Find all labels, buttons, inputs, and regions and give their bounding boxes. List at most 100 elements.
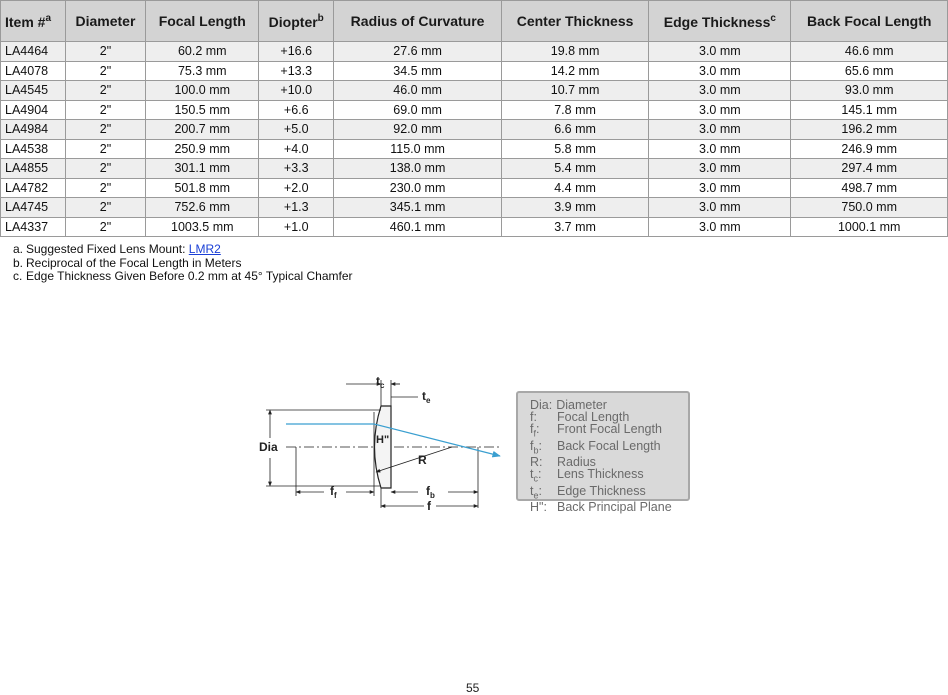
- table-cell: 750.0 mm: [790, 197, 948, 218]
- table-cell: 3.7 mm: [500, 216, 650, 237]
- table-cell: 498.7 mm: [790, 177, 948, 198]
- lmr2-link[interactable]: LMR2: [188, 242, 221, 256]
- legend-item: H": Back Principal Plane: [530, 501, 688, 514]
- table-cell: 3.0 mm: [648, 158, 792, 179]
- table-cell: 5.8 mm: [500, 138, 650, 159]
- table-row: LA4782 2" 501.8 mm +2.0 230.0 mm 4.4 mm 3.0 mm…: [0, 177, 948, 198]
- tc-label: t: [376, 374, 380, 388]
- footnote-b: b. Reciprocal of the Focal Length in Mete…: [13, 255, 242, 270]
- table-cell: LA4337: [0, 216, 66, 237]
- legend-key: f:: [530, 410, 537, 424]
- table-cell: 69.0 mm: [333, 99, 502, 120]
- table-cell: 250.9 mm: [145, 138, 260, 159]
- table-cell: +4.0: [258, 138, 335, 159]
- header-center-thickness: Center Thickness: [500, 0, 650, 42]
- table-cell: 3.0 mm: [648, 99, 792, 120]
- table-cell: LA4464: [0, 41, 66, 62]
- table-cell: 3.0 mm: [648, 216, 792, 237]
- table-cell: 752.6 mm: [145, 197, 260, 218]
- table-cell: 46.0 mm: [333, 80, 502, 101]
- table-row: LA4337 2" 1003.5 mm +1.0 460.1 mm 3.7 mm 3.0 m…: [0, 216, 948, 237]
- table-cell: LA4745: [0, 197, 66, 218]
- legend-key: ff:: [530, 422, 540, 439]
- f-label: f: [427, 499, 432, 513]
- table-cell: 4.4 mm: [500, 177, 650, 198]
- table-cell: 75.3 mm: [145, 60, 260, 81]
- r-label: R: [418, 453, 427, 467]
- table-cell: 200.7 mm: [145, 119, 260, 140]
- lens-diagram: tc te Dia H" R ff fb f: [259, 374, 502, 513]
- table-row: LA4464 2" 60.2 mm +16.6 27.6 mm 19.8 mm 3.0 mm…: [0, 41, 948, 62]
- footnote-a: a. Suggested Fixed Lens Mount: LMR2: [13, 242, 221, 256]
- table-cell: 301.1 mm: [145, 158, 260, 179]
- legend-text: Radius: [557, 455, 596, 469]
- table-cell: 297.4 mm: [790, 158, 948, 179]
- table-cell: LA4855: [0, 158, 66, 179]
- svg-text:fb: fb: [426, 484, 435, 500]
- table-cell: LA4904: [0, 99, 66, 120]
- table-row: LA4538 2" 250.9 mm +4.0 115.0 mm 5.8 mm 3.0 mm…: [0, 138, 948, 159]
- table-cell: 27.6 mm: [333, 41, 502, 62]
- legend-key: Dia:: [530, 398, 553, 412]
- legend-item: R: Radius: [530, 455, 688, 469]
- table-cell: 2": [64, 41, 147, 62]
- legend-text: Diameter: [556, 398, 607, 412]
- table-cell: 6.6 mm: [500, 119, 650, 140]
- table-cell: 2": [64, 99, 147, 120]
- legend-item: tc: Lens Thickness: [530, 468, 688, 485]
- table-cell: 14.2 mm: [500, 60, 650, 81]
- table-cell: +10.0: [258, 80, 335, 101]
- table-cell: 196.2 mm: [790, 119, 948, 140]
- table-cell: 93.0 mm: [790, 80, 948, 101]
- table-cell: 2": [64, 177, 147, 198]
- table-cell: +3.3: [258, 158, 335, 179]
- table-cell: 92.0 mm: [333, 119, 502, 140]
- table-cell: +1.0: [258, 216, 335, 237]
- footnotes: a. Suggested Fixed Lens Mount: LMR2 b. Rec…: [13, 242, 353, 284]
- fb-label: f: [426, 484, 431, 498]
- table-cell: 2": [64, 60, 147, 81]
- table-row: LA4984 2" 200.7 mm +5.0 92.0 mm 6.6 mm 3.0 mm 1…: [0, 119, 948, 140]
- table-cell: 5.4 mm: [500, 158, 650, 179]
- legend-item: fb: Back Focal Length: [530, 438, 688, 457]
- table-row: LA4745 2" 752.6 mm +1.3 345.1 mm 3.9 mm 3.0 mm…: [0, 197, 948, 218]
- table-cell: LA4782: [0, 177, 66, 198]
- table-cell: 60.2 mm: [145, 41, 260, 62]
- table-cell: 34.5 mm: [333, 60, 502, 81]
- table-cell: 3.0 mm: [648, 60, 792, 81]
- table-row: LA4078 2" 75.3 mm +13.3 34.5 mm 14.2 mm 3.0 mm…: [0, 60, 948, 81]
- page-number: 55: [466, 681, 480, 695]
- table-cell: LA4078: [0, 60, 66, 81]
- ff-label: f: [330, 484, 335, 498]
- te-label: t: [422, 389, 426, 403]
- table-cell: 2": [64, 80, 147, 101]
- table-cell: 3.9 mm: [500, 197, 650, 218]
- table-cell: 3.0 mm: [648, 177, 792, 198]
- legend-item: ff: Front Focal Length: [530, 423, 688, 440]
- table-cell: 460.1 mm: [333, 216, 502, 237]
- table-cell: LA4538: [0, 138, 66, 159]
- legend-key: fb:: [530, 438, 542, 455]
- table-cell: 246.9 mm: [790, 138, 948, 159]
- table-cell: 345.1 mm: [333, 197, 502, 218]
- legend-text: Focal Length: [557, 410, 630, 424]
- light-ray: [286, 423, 501, 458]
- table-cell: 501.8 mm: [145, 177, 260, 198]
- table-row: LA4545 2" 100.0 mm +10.0 46.0 mm 10.7 mm 3.0 m…: [0, 80, 948, 101]
- table-cell: 65.6 mm: [790, 60, 948, 81]
- table-cell: LA4545: [0, 80, 66, 101]
- table-cell: +6.6: [258, 99, 335, 120]
- svg-text:tc: tc: [376, 374, 385, 390]
- table-cell: +16.6: [258, 41, 335, 62]
- table-cell: 3.0 mm: [648, 138, 792, 159]
- table-cell: 2": [64, 119, 147, 140]
- legend-item: Dia: Diameter: [530, 398, 688, 412]
- header-diameter: Diameter: [64, 0, 147, 42]
- table-cell: 1000.1 mm: [790, 216, 948, 237]
- table-cell: 46.6 mm: [790, 41, 948, 62]
- table-cell: 3.0 mm: [648, 119, 792, 140]
- table-cell: LA4984: [0, 119, 66, 140]
- table-cell: 230.0 mm: [333, 177, 502, 198]
- legend-key: R:: [530, 455, 543, 469]
- table-cell: 2": [64, 138, 147, 159]
